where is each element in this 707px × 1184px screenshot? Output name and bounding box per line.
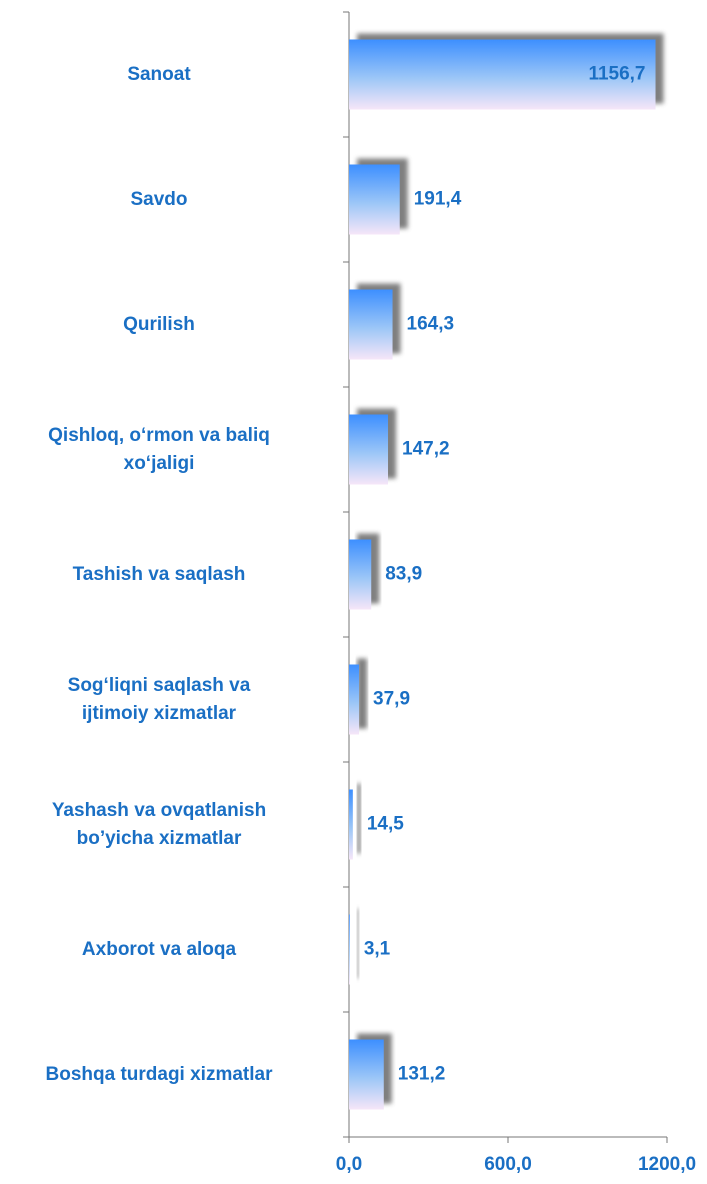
bar [349, 414, 389, 485]
x-tick-label: 600,0 [484, 1154, 532, 1175]
value-label: 164,3 [407, 314, 455, 335]
bar [349, 289, 393, 360]
category-label: Boshqa turdagi xizmatlar [45, 1063, 273, 1085]
category-label: Savdo [130, 188, 188, 210]
category-label: Tashish va saqlash [72, 563, 246, 585]
bar [349, 914, 350, 985]
category-label: Sog‘liqni saqlash va ijtimoiy xizmatlar [67, 674, 251, 724]
value-label: 1156,7 [588, 64, 645, 85]
category-label: Qishloq, o‘rmon va baliq xo‘jaligi [48, 424, 270, 474]
bar [349, 789, 353, 860]
value-label: 191,4 [414, 189, 462, 210]
x-tick-label: 0,0 [336, 1154, 362, 1175]
bar [349, 39, 656, 110]
bar [349, 1039, 384, 1110]
value-label: 147,2 [402, 439, 450, 460]
category-label: Yashash va ovqatlanish bo’yicha xizmatla… [51, 799, 267, 849]
bar [349, 539, 372, 610]
value-label: 37,9 [373, 689, 410, 710]
bar-shadow [357, 783, 361, 854]
bar [349, 164, 400, 235]
value-label: 3,1 [364, 939, 391, 960]
value-label: 131,2 [398, 1064, 446, 1085]
value-label: 14,5 [367, 814, 404, 835]
x-tick-label: 1200,0 [638, 1154, 696, 1175]
category-label: Axborot va aloqa [81, 938, 237, 960]
bar-shadow [357, 908, 359, 979]
category-label: Sanoat [127, 63, 191, 85]
value-label: 83,9 [385, 564, 422, 585]
bar [349, 664, 360, 735]
category-label: Qurilish [123, 313, 195, 335]
bar-shadow [357, 658, 368, 729]
